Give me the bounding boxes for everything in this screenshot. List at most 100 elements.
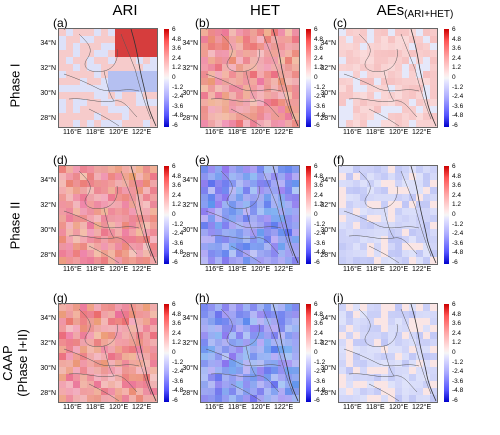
field-cell bbox=[222, 120, 229, 127]
field-cell bbox=[285, 173, 292, 180]
field-cell bbox=[236, 173, 243, 180]
field-cell bbox=[430, 229, 437, 236]
field-cell bbox=[150, 243, 157, 250]
field-cell bbox=[346, 353, 353, 360]
field-cell bbox=[374, 346, 381, 353]
field-cell bbox=[108, 236, 115, 243]
field-cell bbox=[208, 215, 215, 222]
field-cell bbox=[416, 85, 423, 92]
field-cell bbox=[402, 360, 409, 367]
field-cell bbox=[122, 57, 129, 64]
field-cell bbox=[59, 78, 66, 85]
field-cell bbox=[381, 353, 388, 360]
field-cell bbox=[285, 180, 292, 187]
field-cell bbox=[430, 29, 437, 36]
field-cell bbox=[101, 113, 108, 120]
field-cell bbox=[285, 78, 292, 85]
field-cell bbox=[374, 353, 381, 360]
field-cell bbox=[264, 194, 271, 201]
field-cell bbox=[250, 346, 257, 353]
field-cell bbox=[292, 222, 299, 229]
longitude-label: 120°E bbox=[389, 129, 409, 136]
field-cell bbox=[339, 395, 346, 402]
field-cell bbox=[136, 71, 143, 78]
province-boundary bbox=[63, 73, 140, 92]
field-cell bbox=[150, 395, 157, 402]
field-cell bbox=[101, 166, 108, 173]
field-cell bbox=[66, 43, 73, 50]
field-cell bbox=[150, 257, 157, 264]
field-cell bbox=[416, 367, 423, 374]
field-cell bbox=[101, 257, 108, 264]
colorbar-tick-label: 4.8 bbox=[172, 172, 182, 180]
colorbar-tick-label: 2.4 bbox=[172, 191, 182, 199]
field-cell bbox=[229, 180, 236, 187]
field-cell bbox=[236, 353, 243, 360]
field-cell bbox=[395, 36, 402, 43]
colorbar-tick-label: 6 bbox=[452, 301, 456, 308]
field-cell bbox=[129, 374, 136, 381]
field-cell bbox=[215, 57, 222, 64]
field-cell bbox=[271, 353, 278, 360]
field-cell bbox=[243, 325, 250, 332]
field-cell bbox=[388, 36, 395, 43]
field-cell bbox=[201, 374, 208, 381]
field-cell bbox=[201, 173, 208, 180]
field-cell bbox=[101, 120, 108, 127]
field-cell bbox=[150, 106, 157, 113]
field-cell bbox=[257, 304, 264, 311]
field-cell bbox=[150, 346, 157, 353]
field-cell bbox=[222, 166, 229, 173]
field-cell bbox=[73, 173, 80, 180]
field-cell bbox=[353, 120, 360, 127]
field-cell bbox=[115, 120, 122, 127]
field-cell bbox=[353, 208, 360, 215]
field-cell bbox=[402, 215, 409, 222]
colorbar-tick-label: -1.2 bbox=[452, 358, 464, 366]
field-cell bbox=[59, 187, 66, 194]
field-cell bbox=[243, 71, 250, 78]
field-cell bbox=[108, 250, 115, 257]
colorbar-tick-label: 1.2 bbox=[172, 201, 182, 209]
colorbar-tick-label: 0 bbox=[172, 349, 176, 356]
field-cell bbox=[292, 229, 299, 236]
field-cell bbox=[346, 43, 353, 50]
colorbar-tick-label: 1.2 bbox=[172, 339, 182, 347]
field-cell bbox=[367, 201, 374, 208]
field-cell bbox=[80, 166, 87, 173]
field-cell bbox=[285, 29, 292, 36]
field-cell bbox=[136, 243, 143, 250]
colorbar-tick-label: 2.4 bbox=[172, 54, 182, 62]
field-cell bbox=[264, 360, 271, 367]
field-cell bbox=[201, 257, 208, 264]
field-cell bbox=[367, 339, 374, 346]
field-cell bbox=[208, 332, 215, 339]
field-cell bbox=[108, 120, 115, 127]
field-cell bbox=[73, 78, 80, 85]
field-cell bbox=[402, 201, 409, 208]
field-cell bbox=[430, 71, 437, 78]
field-cell bbox=[388, 243, 395, 250]
field-cell bbox=[229, 388, 236, 395]
field-cell bbox=[409, 360, 416, 367]
latitude-label: 30°N bbox=[320, 365, 336, 372]
field-cell bbox=[73, 120, 80, 127]
field-cell bbox=[416, 229, 423, 236]
field-cell bbox=[80, 173, 87, 180]
field-cell bbox=[143, 339, 150, 346]
field-cell bbox=[346, 367, 353, 374]
colorbar-tick-label: 1.2 bbox=[452, 201, 462, 209]
colorbar-tick-label: -3.6 bbox=[452, 102, 464, 110]
field-cell bbox=[87, 29, 94, 36]
colorbar bbox=[306, 304, 311, 402]
latitude-label: 34°N bbox=[182, 177, 198, 184]
field-cell bbox=[285, 222, 292, 229]
field-cell bbox=[381, 381, 388, 388]
field-cell bbox=[66, 243, 73, 250]
field-cell bbox=[346, 57, 353, 64]
field-cell bbox=[66, 64, 73, 71]
field-cell bbox=[215, 173, 222, 180]
field-cell bbox=[87, 388, 94, 395]
field-cell bbox=[201, 236, 208, 243]
field-cell bbox=[208, 229, 215, 236]
